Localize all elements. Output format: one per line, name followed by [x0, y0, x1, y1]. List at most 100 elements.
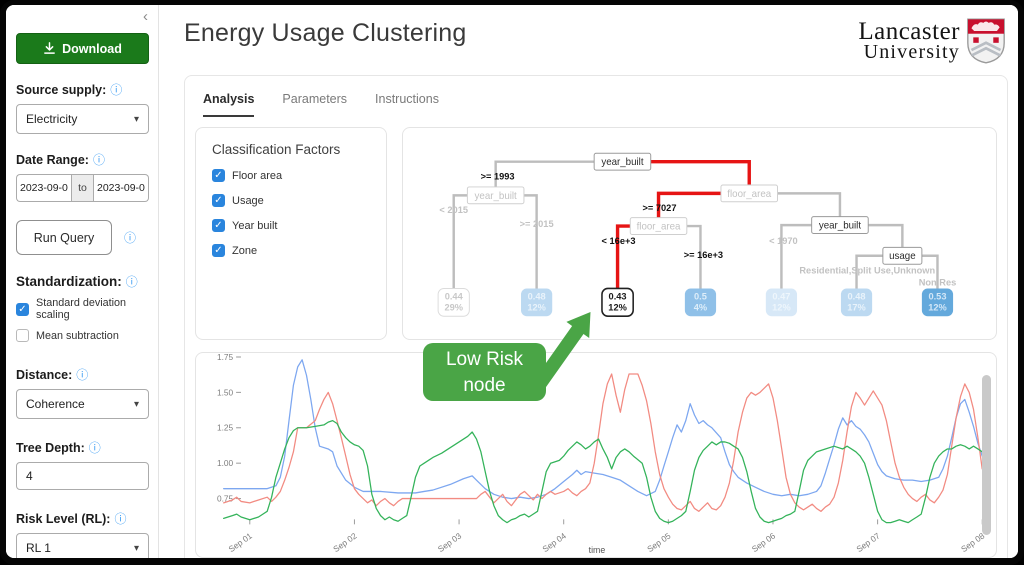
download-icon	[44, 42, 56, 54]
tree-edge-highlighted	[615, 224, 633, 289]
checkbox-label: Zone	[232, 244, 258, 257]
download-button[interactable]: Download	[16, 33, 149, 64]
checkbox-icon[interactable]: ✓	[212, 244, 225, 257]
chevron-down-icon: ▾	[133, 542, 139, 554]
leaf-percentage: 12%	[608, 302, 627, 312]
x-axis-tick-label: Sep 08	[959, 530, 987, 554]
tree-edge-highlighted	[649, 159, 751, 187]
date-to-input[interactable]	[94, 174, 149, 202]
info-icon[interactable]: ⓘ	[76, 368, 89, 382]
tree-edge	[919, 254, 939, 289]
x-axis-tick-label: Sep 01	[227, 530, 255, 554]
classification-factor-option: ✓ Year built	[212, 219, 370, 232]
standardization-options: ✓ Standard deviation scaling Mean subtract…	[16, 297, 148, 342]
tab-bar: Analysis Parameters Instructions	[195, 88, 997, 117]
tree-depth-label: Tree Depth: ⓘ	[16, 441, 101, 455]
series-line-cluster-green	[223, 419, 983, 524]
tree-node-box	[629, 217, 688, 235]
chart-scrollbar[interactable]	[982, 375, 991, 535]
leaf-value: 0.47	[772, 291, 790, 301]
tree-edge	[521, 194, 538, 289]
info-icon[interactable]: ⓘ	[124, 230, 137, 245]
info-icon[interactable]: ⓘ	[114, 512, 127, 526]
leaf-value: 0.53	[928, 291, 946, 301]
tree-node-box	[882, 246, 923, 265]
tree-split-label: Residential,Split Use,Unknown	[799, 266, 935, 276]
page-title: Energy Usage Clustering	[184, 19, 467, 47]
source-supply-select[interactable]: Electricity ▾	[16, 104, 149, 134]
date-range-label: Date Range: ⓘ	[16, 153, 105, 167]
classification-factors-list: ✓ Floor area ✓ Usage ✓ Year built ✓ Zone	[212, 169, 370, 257]
tree-edge	[780, 223, 814, 289]
tree-edge-highlighted	[656, 191, 722, 220]
classification-factor-option: ✓ Usage	[212, 194, 370, 207]
checkbox-icon[interactable]: ✓	[212, 169, 225, 182]
x-axis-tick-label: Sep 04	[541, 530, 569, 554]
annotation-line1: Low Risk	[445, 349, 524, 370]
decision-tree-panel: >= 1993 < 2015 >= 2015 >= 7027 < 16e+3 >= 16e…	[402, 127, 997, 340]
timeseries-chart-panel: 0.75 1.00 1.25 1.50 1.75 Sep 01 Sep 02 Sep 03 Se…	[195, 352, 997, 558]
annotation-line2: node	[463, 374, 506, 396]
date-from-input[interactable]	[16, 174, 71, 202]
distance-select[interactable]: Coherence ▾	[16, 389, 149, 419]
x-axis-title: time	[589, 545, 606, 555]
checkbox-label: Usage	[232, 194, 264, 207]
x-axis-tick-label: Sep 05	[645, 530, 673, 554]
tab-instructions[interactable]: Instructions	[375, 92, 439, 106]
tree-node-label: year_built	[601, 157, 643, 168]
low-risk-annotation: Low Risk node	[423, 343, 546, 401]
tab-parameters[interactable]: Parameters	[282, 92, 348, 106]
x-axis-tick-label: Sep 07	[854, 530, 882, 554]
sidebar-collapse-icon[interactable]: ‹	[143, 8, 148, 25]
checkbox-label: Floor area	[232, 169, 283, 182]
tree-node-label: floor_area	[727, 189, 771, 200]
risk-level-select[interactable]: RL 1 ▾	[16, 533, 149, 558]
leaf-percentage: 29%	[444, 302, 463, 312]
university-shield-icon	[967, 18, 1005, 64]
info-icon[interactable]: ⓘ	[88, 441, 101, 455]
tree-depth-input[interactable]	[16, 462, 149, 490]
checkbox-icon[interactable]: ✓	[212, 219, 225, 232]
checkbox-icon[interactable]: ✓	[212, 194, 225, 207]
leaf-value: 0.43	[609, 291, 627, 301]
tree-leaf	[521, 288, 553, 317]
tree-edge	[776, 192, 842, 219]
app-page: ‹ Download Source supply: ⓘ Electricity …	[6, 5, 1018, 558]
tab-analysis[interactable]: Analysis	[203, 92, 255, 117]
y-axis-tick-label: 0.75	[217, 493, 234, 503]
classification-factor-option: ✓ Floor area	[212, 169, 370, 182]
leaf-percentage: 12%	[928, 302, 947, 312]
timeseries-plot: 0.75 1.00 1.25 1.50 1.75 Sep 01 Sep 02 Sep 03 Se…	[217, 353, 987, 555]
info-icon[interactable]: ⓘ	[110, 83, 123, 97]
distance-label: Distance: ⓘ	[16, 368, 89, 382]
tree-edge	[866, 223, 904, 249]
x-axis-tick-label: Sep 06	[750, 530, 778, 554]
university-logo: Lancaster University	[858, 17, 1006, 65]
tree-node-box	[811, 216, 869, 234]
run-query-button[interactable]: Run Query	[16, 220, 112, 255]
leaf-value: 0.44	[445, 291, 464, 301]
leaf-percentage: 4%	[694, 302, 708, 312]
info-icon[interactable]: ⓘ	[125, 274, 138, 289]
leaf-value: 0.5	[694, 291, 707, 301]
tree-edge	[452, 194, 471, 289]
classification-factors-panel: Classification Factors ✓ Floor area ✓ Usage…	[195, 127, 387, 340]
standardization-label: Standardization: ⓘ	[16, 274, 138, 289]
tree-node-label: usage	[889, 251, 916, 262]
tree-split-label: >= 2015	[520, 219, 554, 229]
y-axis-tick-label: 1.00	[217, 458, 234, 468]
tree-leaf	[765, 288, 798, 317]
info-icon[interactable]: ⓘ	[92, 153, 105, 167]
y-axis-tick-label: 1.50	[217, 387, 234, 397]
classification-factors-title: Classification Factors	[212, 142, 341, 157]
tree-edge	[494, 160, 596, 189]
checkbox-icon[interactable]	[16, 329, 29, 342]
decision-tree-plot: >= 1993 < 2015 >= 2015 >= 7027 < 16e+3 >= 16e…	[437, 152, 956, 318]
tree-node-box	[466, 186, 525, 205]
classification-factor-option: ✓ Zone	[212, 244, 370, 257]
analysis-card: Analysis Parameters Instructions Classific…	[184, 75, 1008, 558]
checkbox-icon[interactable]: ✓	[16, 302, 29, 316]
checkbox-label: Mean subtraction	[36, 329, 119, 342]
y-axis-tick-label: 1.75	[217, 353, 234, 362]
leaf-value: 0.48	[528, 291, 546, 301]
